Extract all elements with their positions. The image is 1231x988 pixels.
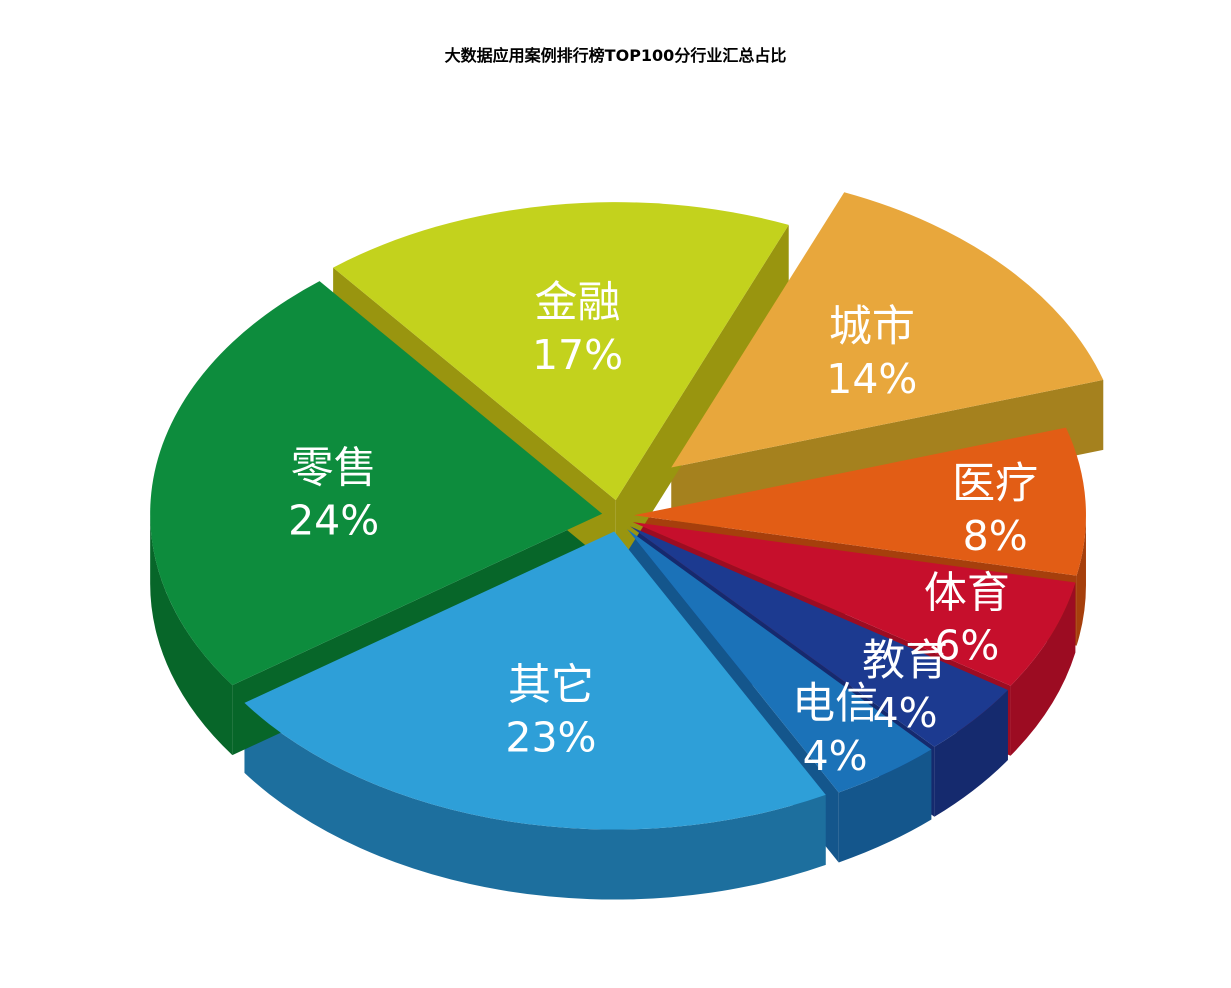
slice-label-教育: 教育: [862, 636, 948, 686]
pie-slice-rim-教育: [934, 689, 1008, 817]
pie-slice-医疗: [633, 427, 1086, 576]
pie-slice-零售: [150, 281, 603, 686]
pie-slice-教育: [630, 526, 1008, 747]
slice-value-城市: 14%: [826, 355, 917, 403]
slice-label-金融: 金融: [535, 278, 621, 328]
slice-label-城市: 城市: [829, 302, 915, 352]
pie-slice-其它: [244, 531, 826, 830]
pie-slice-电信: [627, 529, 932, 793]
slice-label-电信: 电信: [792, 679, 878, 729]
pie-slice-rim-电信: [838, 749, 932, 863]
pie-slice-rim-医疗: [1076, 515, 1086, 646]
pie-slice-城市: [671, 192, 1104, 468]
slice-value-金融: 17%: [532, 331, 623, 379]
chart-title: 大数据应用案例排行榜TOP100分行业汇总占比: [444, 46, 787, 65]
pie-slice-rim-其它: [244, 702, 826, 900]
pie-slice-金融: [333, 202, 789, 501]
pie-slice-rim-体育: [1010, 582, 1076, 756]
slice-value-零售: 24%: [288, 497, 379, 545]
slice-value-电信: 4%: [803, 732, 868, 780]
slice-label-零售: 零售: [291, 444, 377, 494]
slice-value-其它: 23%: [505, 713, 596, 761]
slice-label-其它: 其它: [508, 660, 594, 710]
slice-value-医疗: 8%: [963, 512, 1028, 560]
slice-label-体育: 体育: [924, 568, 1010, 618]
slice-label-医疗: 医疗: [952, 459, 1038, 509]
pie-slice-rim-零售: [150, 513, 233, 756]
slice-value-体育: 6%: [934, 621, 999, 669]
pie-slice-cut-金融-cw: [615, 224, 789, 571]
pie-slice-体育: [632, 522, 1076, 686]
slice-value-教育: 4%: [873, 689, 938, 737]
